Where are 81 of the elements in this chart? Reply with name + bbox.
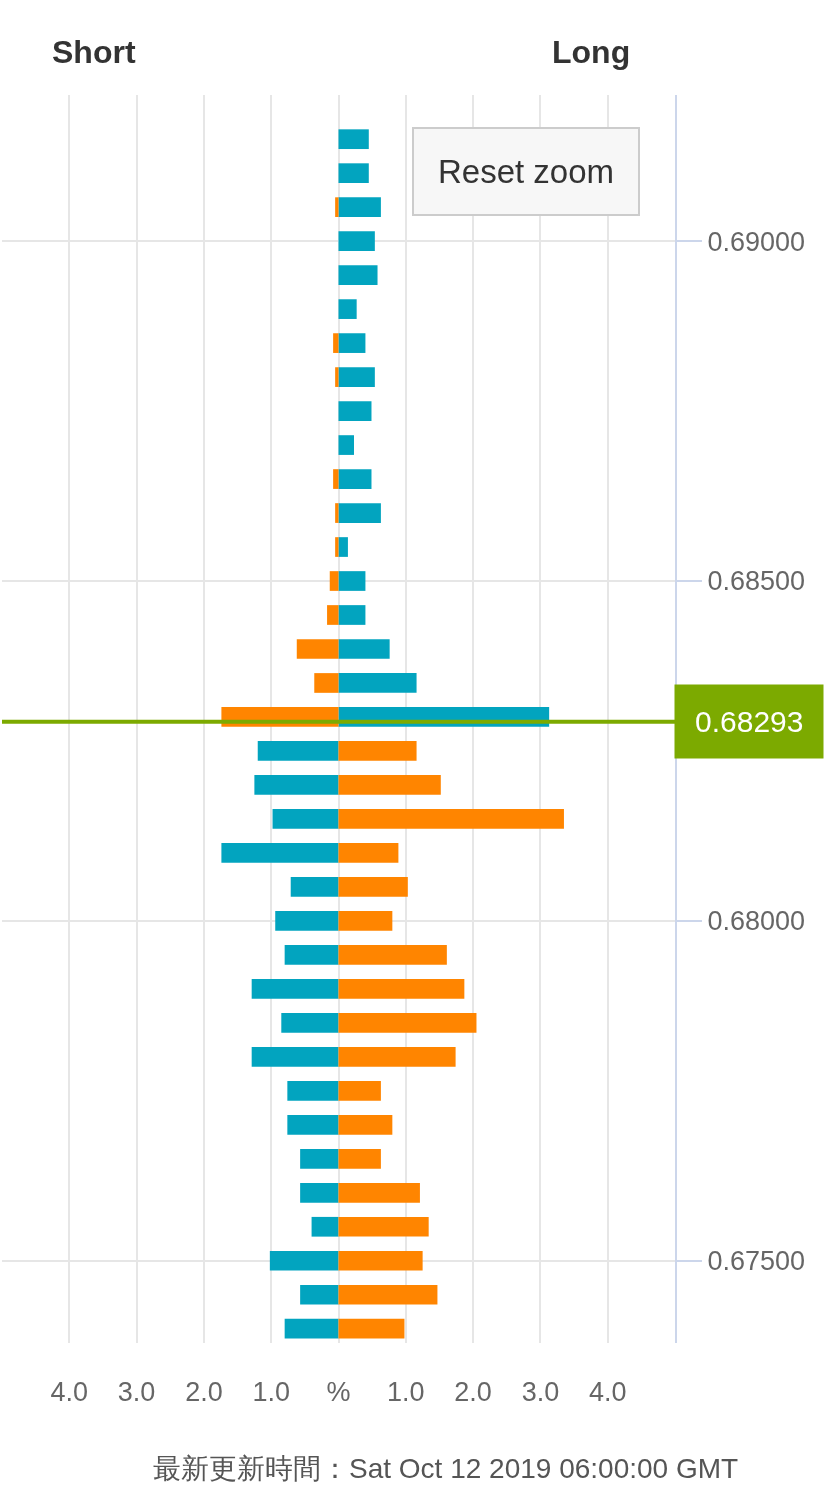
bar — [338, 197, 381, 218]
bar — [335, 367, 339, 387]
bar — [338, 809, 564, 829]
bar — [269, 1250, 339, 1271]
bar — [338, 1250, 423, 1271]
bar — [338, 1182, 420, 1203]
y-tick-label: 0.68500 — [707, 566, 806, 597]
bar — [338, 639, 390, 659]
bar — [338, 1046, 456, 1067]
bar — [281, 1012, 339, 1033]
x-tick-label: 1.0 — [252, 1377, 290, 1407]
bar — [311, 1216, 339, 1237]
bar — [338, 367, 375, 387]
x-tick-label: 3.0 — [117, 1377, 156, 1407]
ref-line-label: 0.68293 — [695, 705, 804, 738]
y-tick-label: 0.67500 — [707, 1246, 806, 1277]
bar — [338, 843, 399, 863]
bar — [338, 673, 417, 693]
bar — [251, 979, 339, 999]
bar — [275, 911, 339, 931]
bar — [335, 537, 339, 557]
bar — [338, 1216, 429, 1237]
bar — [338, 775, 441, 795]
x-tick-label: 1.0 — [387, 1377, 425, 1407]
bar — [338, 1148, 381, 1169]
bar — [338, 877, 408, 897]
bar — [338, 537, 348, 557]
x-tick-label: 3.0 — [521, 1377, 560, 1407]
bar — [338, 503, 381, 523]
bar — [257, 741, 339, 761]
bar — [272, 809, 339, 829]
bar — [300, 1148, 339, 1169]
bar — [254, 775, 339, 795]
bar — [338, 231, 375, 251]
bar — [338, 1080, 381, 1101]
y-tick-label: 0.68000 — [707, 906, 806, 937]
annotation: Reset zoom — [438, 153, 615, 190]
text: Long — [552, 34, 631, 70]
bar — [251, 1046, 339, 1067]
bar — [338, 911, 393, 931]
bar — [338, 1114, 393, 1135]
bar — [287, 1080, 339, 1101]
bar — [335, 503, 339, 523]
bar — [329, 571, 339, 591]
bar — [327, 605, 339, 625]
bar — [333, 469, 339, 489]
bar — [338, 265, 378, 285]
x-tick-label: 4.0 — [50, 1377, 89, 1407]
bar — [338, 163, 369, 184]
x-tick-label: 4.0 — [588, 1377, 627, 1407]
x-tick-label: % — [326, 1377, 351, 1407]
bar — [335, 197, 339, 218]
bar — [338, 571, 366, 591]
bar — [338, 979, 465, 999]
bar — [284, 1318, 339, 1339]
x-tick-label: 2.0 — [454, 1377, 492, 1407]
y-tick-label: 0.69000 — [707, 226, 806, 257]
bar — [284, 945, 339, 965]
bar — [338, 741, 417, 761]
bar — [221, 843, 339, 863]
bar — [296, 639, 339, 659]
text: Short — [52, 34, 136, 70]
x-tick-label: 2.0 — [185, 1377, 223, 1407]
bar — [287, 1114, 339, 1135]
bar — [338, 333, 366, 353]
bar — [338, 299, 357, 319]
bar — [338, 605, 366, 625]
bar — [333, 333, 339, 353]
bar — [314, 673, 339, 693]
bar — [338, 401, 372, 421]
bar — [338, 469, 372, 489]
bar — [338, 945, 447, 965]
bar — [338, 435, 354, 455]
bar — [338, 1012, 477, 1033]
bar — [300, 1284, 339, 1305]
bar — [338, 1284, 438, 1305]
bar — [338, 129, 369, 150]
bar — [300, 1182, 339, 1203]
bar — [290, 877, 339, 897]
text: 最新更新時間：Sat Oct 12 2019 06:00:00 GMT — [153, 1453, 739, 1484]
bar — [338, 1318, 405, 1339]
